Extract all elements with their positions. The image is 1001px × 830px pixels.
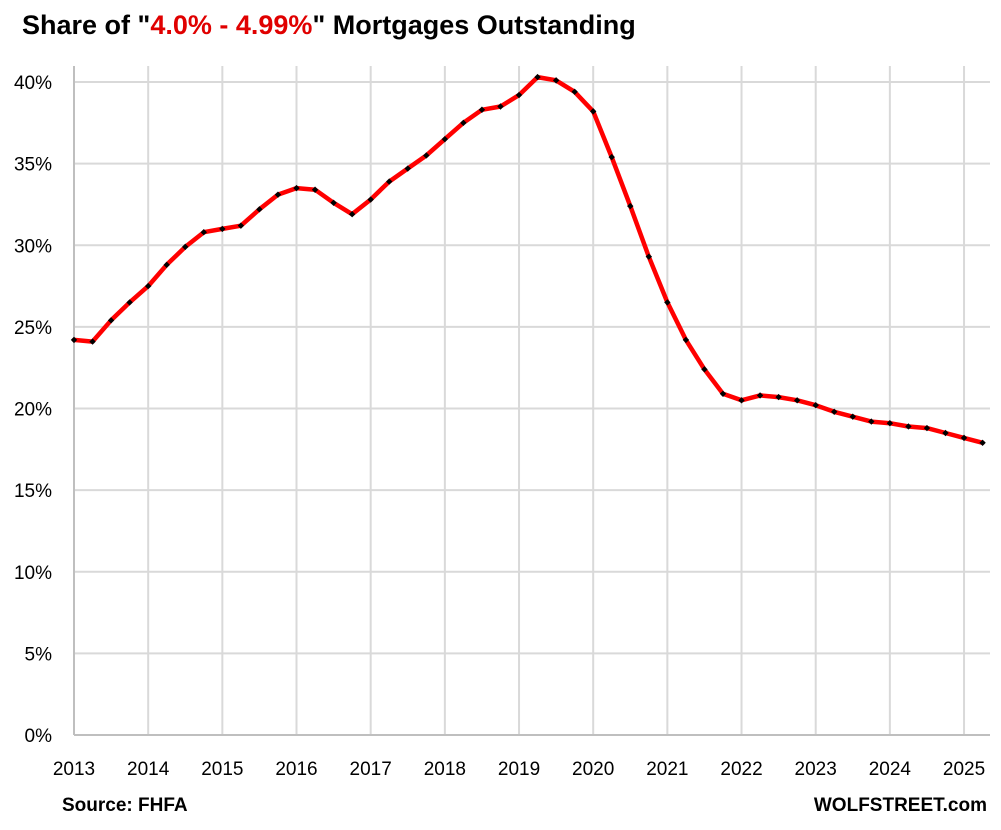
data-point-marker bbox=[979, 439, 986, 446]
data-point-marker bbox=[367, 196, 374, 203]
x-tick-label: 2019 bbox=[498, 759, 540, 780]
data-point-marker bbox=[460, 119, 467, 127]
gridlines bbox=[74, 66, 990, 735]
x-tick-label: 2025 bbox=[943, 759, 985, 780]
x-tick-label: 2022 bbox=[720, 759, 762, 780]
data-point-marker bbox=[256, 206, 263, 213]
data-point-marker bbox=[608, 153, 615, 161]
y-tick-label: 25% bbox=[14, 318, 52, 339]
x-tick-label: 2016 bbox=[275, 759, 317, 780]
title-highlight: 4.0% - 4.99% bbox=[150, 10, 313, 40]
data-point-marker bbox=[793, 397, 801, 404]
data-point-marker bbox=[237, 222, 245, 229]
data-point-marker bbox=[534, 73, 541, 81]
y-tick-label: 35% bbox=[14, 155, 52, 176]
data-point-marker bbox=[386, 178, 393, 185]
data-point-marker bbox=[441, 135, 449, 143]
data-point-marker bbox=[293, 184, 300, 192]
series-4-to-4.99-percent bbox=[70, 73, 986, 446]
data-point-marker bbox=[70, 336, 78, 344]
title-suffix: " Mortgages Outstanding bbox=[312, 10, 636, 40]
data-point-marker bbox=[478, 106, 486, 113]
data-point-marker bbox=[627, 202, 634, 210]
y-tick-label: 5% bbox=[25, 644, 53, 665]
data-point-marker bbox=[144, 282, 152, 290]
data-point-marker bbox=[645, 253, 653, 260]
data-point-marker bbox=[163, 261, 170, 269]
data-point-marker bbox=[868, 418, 875, 425]
data-point-marker bbox=[589, 108, 597, 115]
data-point-marker bbox=[274, 191, 282, 198]
data-point-marker bbox=[664, 299, 671, 306]
chart-title: Share of "4.0% - 4.99%" Mortgages Outsta… bbox=[22, 10, 636, 41]
y-tick-label: 20% bbox=[14, 400, 52, 421]
data-point-marker bbox=[348, 211, 356, 218]
x-tick-label: 2018 bbox=[424, 759, 466, 780]
data-point-marker bbox=[515, 91, 523, 99]
data-point-marker bbox=[849, 413, 856, 420]
data-point-marker bbox=[719, 390, 727, 398]
axes bbox=[73, 66, 990, 736]
source-label: Source: FHFA bbox=[62, 795, 188, 816]
data-point-marker bbox=[886, 419, 894, 427]
data-point-marker bbox=[756, 392, 764, 399]
y-axis-tick-labels: 0% 5% 10% 15% 20% 25% 30% 35% 40% bbox=[14, 73, 52, 747]
x-tick-label: 2015 bbox=[201, 759, 243, 780]
y-tick-label: 15% bbox=[14, 481, 52, 502]
x-tick-label: 2014 bbox=[127, 759, 170, 780]
data-point-marker bbox=[831, 408, 838, 415]
data-point-marker bbox=[126, 299, 133, 306]
series-line bbox=[71, 74, 985, 446]
x-tick-label: 2021 bbox=[646, 759, 688, 780]
data-point-marker bbox=[497, 103, 504, 110]
data-point-marker bbox=[89, 338, 96, 345]
data-point-marker bbox=[107, 317, 115, 324]
title-prefix: Share of " bbox=[22, 10, 151, 40]
y-tick-label: 30% bbox=[14, 236, 52, 257]
x-tick-label: 2013 bbox=[53, 759, 95, 780]
data-point-marker bbox=[905, 423, 912, 430]
data-point-marker bbox=[738, 397, 745, 404]
data-point-marker bbox=[219, 225, 226, 233]
x-tick-label: 2023 bbox=[795, 759, 837, 780]
data-point-marker bbox=[812, 402, 819, 409]
data-point-marker bbox=[960, 434, 968, 442]
data-point-marker bbox=[182, 243, 189, 251]
data-point-marker bbox=[404, 165, 411, 172]
data-point-marker bbox=[571, 88, 578, 95]
x-axis-tick-labels: 2013 2014 2015 2016 2017 2018 2019 2020 2021 2022… bbox=[53, 759, 985, 780]
watermark-label: WOLFSTREET.com bbox=[813, 795, 987, 816]
data-point-marker bbox=[423, 152, 430, 159]
data-point-marker bbox=[552, 77, 560, 84]
y-tick-label: 0% bbox=[25, 726, 53, 747]
data-point-marker bbox=[311, 186, 319, 193]
y-tick-label: 40% bbox=[14, 73, 52, 94]
data-point-marker bbox=[682, 336, 690, 344]
data-point-marker bbox=[942, 429, 949, 437]
x-tick-label: 2024 bbox=[869, 759, 912, 780]
data-point-marker bbox=[701, 366, 708, 373]
data-point-marker bbox=[923, 424, 931, 432]
data-point-marker bbox=[200, 228, 207, 236]
data-point-marker bbox=[330, 199, 337, 207]
x-tick-label: 2020 bbox=[572, 759, 614, 780]
x-tick-label: 2017 bbox=[350, 759, 392, 780]
data-point-marker bbox=[775, 393, 782, 401]
y-tick-label: 10% bbox=[14, 563, 52, 584]
